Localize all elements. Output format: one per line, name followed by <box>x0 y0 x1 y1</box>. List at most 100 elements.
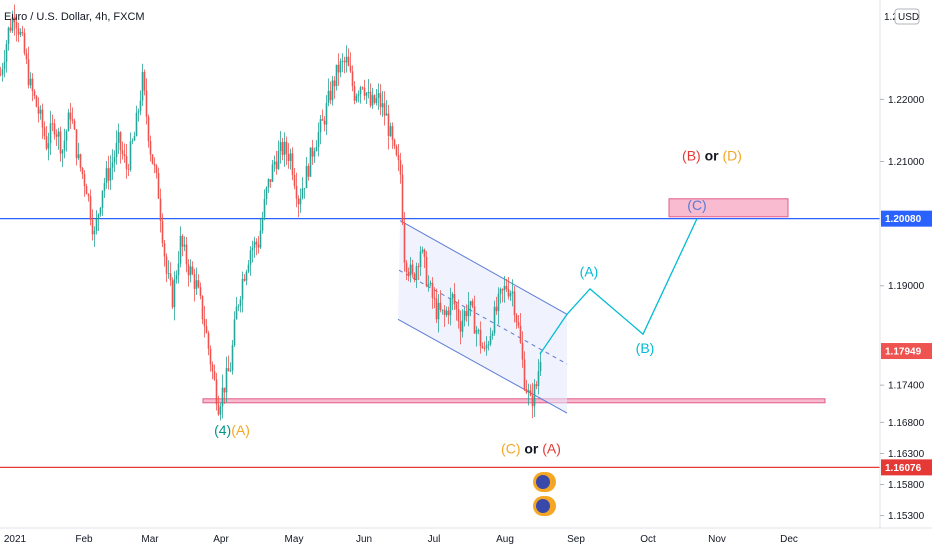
candle-body <box>433 297 436 299</box>
candle-body <box>201 295 204 320</box>
candle-body <box>53 123 56 135</box>
wave-c-or-a: (C) or (A) <box>501 440 561 456</box>
candle-body <box>323 120 326 125</box>
support-price-label: 1.16076 <box>885 463 922 474</box>
channel-upper-line[interactable] <box>399 220 568 315</box>
candle-body <box>525 389 528 393</box>
event-flag-icon-2[interactable] <box>533 496 556 516</box>
candle-body <box>381 103 384 108</box>
candle-body <box>41 109 44 128</box>
candle-body <box>489 336 492 345</box>
candle-body <box>369 91 372 106</box>
candle-body <box>493 306 496 334</box>
current-price-tag <box>881 343 932 360</box>
candle-body <box>315 147 318 152</box>
candle-body <box>443 309 446 316</box>
candle-body <box>415 266 418 280</box>
candle-body <box>65 131 68 141</box>
candle-body <box>535 384 538 387</box>
candle-body <box>47 143 50 149</box>
candle-body <box>117 132 120 143</box>
wave-b-cyan: (B) <box>636 340 655 356</box>
support-price-tag <box>881 459 932 476</box>
candle-body <box>459 321 462 332</box>
candle-body <box>365 92 368 96</box>
candle-body <box>49 123 52 144</box>
candle-body <box>253 241 256 248</box>
candle-body <box>301 188 304 199</box>
candle-body <box>431 282 434 298</box>
candle-body <box>455 304 458 310</box>
candle-body <box>363 87 366 96</box>
event-flag-icon[interactable] <box>533 472 556 492</box>
candle-body <box>403 223 406 263</box>
candle-body <box>463 311 466 321</box>
candle-body <box>515 315 518 323</box>
candle-body <box>213 371 216 380</box>
candle-body <box>357 94 360 96</box>
candle-body <box>517 322 520 326</box>
candle-body <box>219 406 222 415</box>
candle-body <box>279 142 282 151</box>
currency-badge[interactable] <box>894 8 920 25</box>
x-tick-label: Nov <box>708 534 726 545</box>
candle-body <box>9 27 12 31</box>
candle-body <box>351 71 354 87</box>
candle-body <box>169 273 172 281</box>
candle-body <box>173 279 176 308</box>
y-tick-label: 1.22000 <box>888 95 925 106</box>
candle-body <box>449 298 452 316</box>
candle-body <box>151 154 154 164</box>
x-tick-label: Oct <box>640 534 656 545</box>
candle-body <box>499 289 502 294</box>
candle-body <box>177 263 180 276</box>
candle-body <box>457 309 460 322</box>
candle-body <box>71 119 74 121</box>
candle-body <box>507 289 510 297</box>
candle-body <box>337 64 340 73</box>
channel-mid-line[interactable] <box>398 269 568 365</box>
candle-body <box>85 186 88 195</box>
current-price-label: 1.17949 <box>885 347 922 358</box>
candle-body <box>531 395 534 407</box>
time-axis[interactable] <box>0 528 932 550</box>
wave-b-or-d: (B) or (D) <box>682 147 742 163</box>
candle-body <box>113 157 116 163</box>
candle-body <box>187 264 190 276</box>
candle-body <box>527 390 530 393</box>
candle-body <box>141 71 144 101</box>
candle-body <box>179 235 182 264</box>
candle-body <box>333 80 336 87</box>
candle-body <box>11 17 14 31</box>
candle-body <box>409 264 412 276</box>
candle-body <box>79 154 82 168</box>
candle-body <box>487 344 490 346</box>
price-axis[interactable] <box>880 0 932 528</box>
candle-body <box>215 379 218 405</box>
candle-body <box>15 22 18 29</box>
candle-body <box>421 249 424 252</box>
y-tick-label: 1.16300 <box>888 449 925 460</box>
candle-body <box>497 293 500 312</box>
channel-lower-line[interactable] <box>397 318 568 414</box>
candle-body <box>503 285 506 291</box>
candle-body <box>469 301 472 306</box>
candle-body <box>107 168 110 181</box>
candle-body <box>237 305 240 307</box>
candle-body <box>131 140 134 142</box>
candle-body <box>387 113 390 137</box>
candle-body <box>35 96 38 107</box>
candle-body <box>513 291 516 316</box>
candle-body <box>479 329 482 347</box>
candle-body <box>193 274 196 289</box>
candle-body <box>397 154 400 161</box>
channel-fill <box>398 220 567 414</box>
candle-body <box>5 43 8 62</box>
candle-body <box>269 179 272 182</box>
x-tick-label: 2021 <box>4 534 27 545</box>
candle-body <box>145 90 148 117</box>
projection-path[interactable] <box>539 218 698 355</box>
wave-4a: (4)(A) <box>214 422 250 438</box>
candle-body <box>67 112 70 132</box>
